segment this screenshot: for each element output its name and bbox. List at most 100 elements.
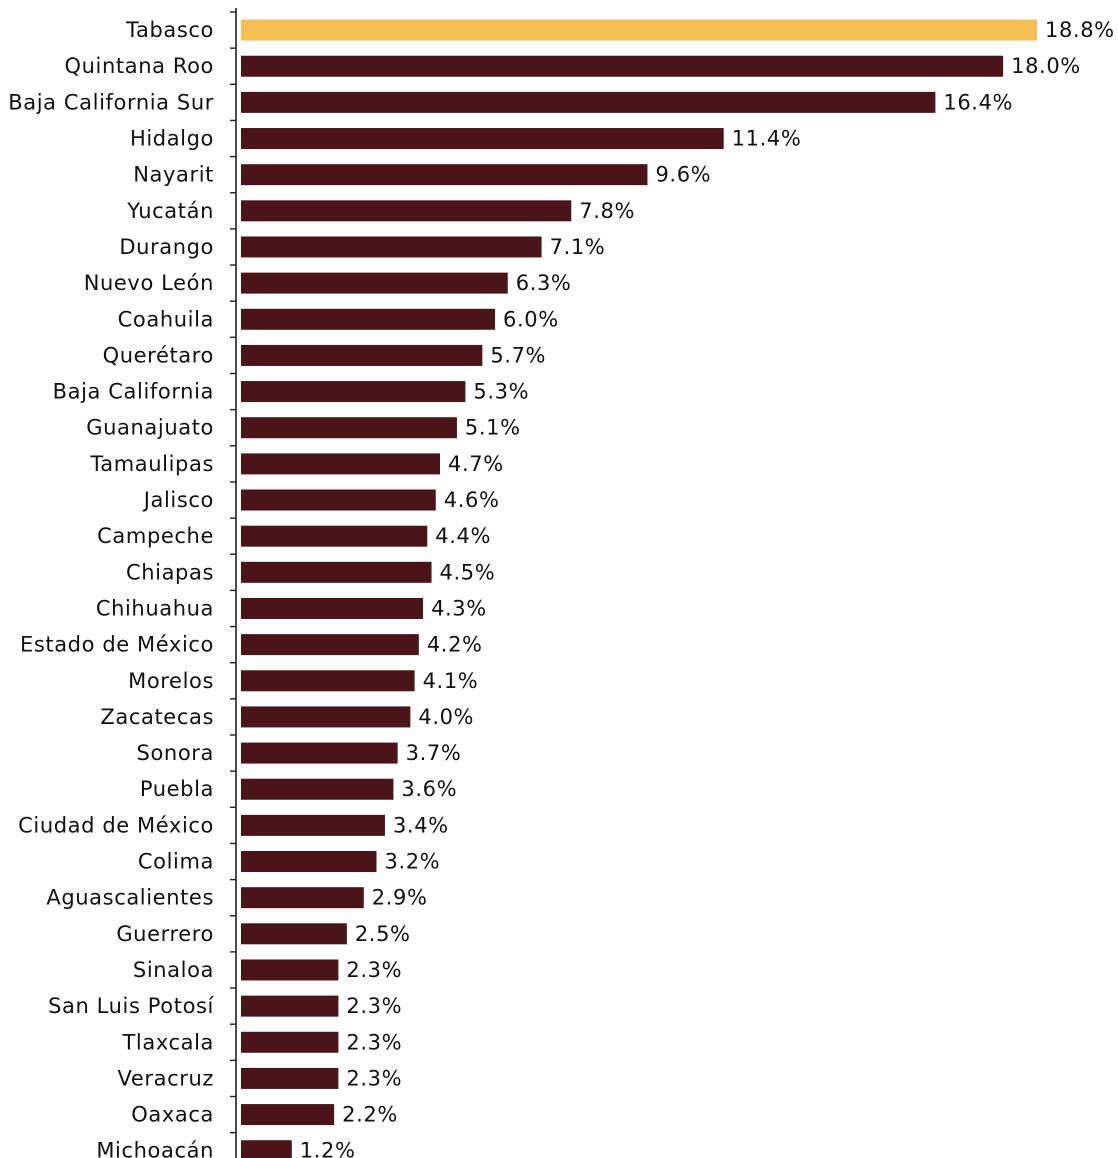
category-label: Puebla [140,777,214,801]
value-label: 4.3% [431,596,487,620]
category-label: Michoacán [96,1139,214,1158]
category-labels: Tabasco Quintana Roo Baja California Sur Hi… [8,18,214,1158]
bar [241,344,483,366]
category-label: Oaxaca [131,1103,214,1127]
value-label: 4.7% [448,452,504,476]
value-label: 2.9% [372,886,428,910]
bar [241,1140,292,1158]
bar [241,778,394,800]
value-label: 18.8% [1045,18,1115,42]
category-label: Tabasco [125,18,214,42]
category-label: Jalisco [142,488,214,512]
bar [241,236,542,258]
value-label: 7.8% [579,199,635,223]
value-label: 11.4% [732,127,802,151]
bar [241,995,339,1017]
value-label: 3.2% [384,850,440,874]
bar [241,814,385,836]
category-label: Chihuahua [96,596,214,620]
bar [241,55,1004,77]
value-label: 3.6% [401,777,457,801]
value-label: 4.2% [427,633,483,657]
category-label: Ciudad de México [18,813,214,837]
value-label: 2.3% [346,1030,402,1054]
value-label: 2.2% [342,1103,398,1127]
value-label: 5.1% [465,416,521,440]
category-label: Sinaloa [133,958,214,982]
value-label: 6.0% [503,307,559,331]
value-label: 4.5% [440,560,496,584]
value-label: 16.4% [943,90,1013,114]
bar [241,561,432,583]
bar [241,308,496,330]
category-label: Querétaro [103,343,214,367]
bar [241,417,457,439]
category-label: Yucatán [126,199,214,223]
value-label: 4.0% [418,705,474,729]
value-label: 3.7% [406,741,462,765]
bar [241,1031,339,1053]
bar [241,923,347,945]
category-label: Baja California Sur [8,90,214,114]
bar [241,597,424,619]
value-label: 2.3% [346,1066,402,1090]
bar-series [241,19,1037,1158]
category-label: Nuevo León [84,271,214,295]
bar [241,1067,339,1089]
bar [241,453,440,475]
category-label: Morelos [128,669,214,693]
category-label: Chiapas [126,560,214,584]
category-label: Colima [138,850,214,874]
bar [241,742,398,764]
category-label: Veracruz [118,1066,214,1090]
bar [241,634,419,656]
bar [241,959,339,981]
bar [241,381,466,403]
category-label: Hidalgo [130,127,214,151]
bar [241,19,1037,41]
value-label: 1.2% [300,1139,356,1158]
value-label: 2.3% [346,958,402,982]
category-label: Sonora [137,741,214,765]
bar [241,200,572,222]
value-label: 6.3% [516,271,572,295]
value-label: 4.1% [423,669,479,693]
value-label: 7.1% [550,235,606,259]
value-label: 5.7% [490,343,546,367]
category-label: Zacatecas [100,705,214,729]
value-label: 18.0% [1011,54,1081,78]
bar [241,164,648,186]
category-label: San Luis Potosí [48,994,214,1018]
category-label: Guanajuato [86,416,214,440]
category-label: Tamaulipas [89,452,214,476]
value-label: 2.3% [346,994,402,1018]
category-label: Estado de México [20,633,214,657]
bar [241,128,724,150]
value-labels: 18.8% 18.0% 16.4% 11.4% 9.6% 7.8% 7.1% 6.3% 6.0%… [300,18,1115,1158]
bar [241,887,364,909]
value-label: 5.3% [473,380,529,404]
bar [241,706,411,728]
category-label: Baja California [53,380,214,404]
category-label: Campeche [97,524,214,548]
bar [241,272,508,294]
category-label: Coahuila [118,307,214,331]
bar [241,851,377,873]
category-label: Tlaxcala [121,1030,214,1054]
value-label: 3.4% [393,813,449,837]
category-label: Quintana Roo [65,54,214,78]
category-label: Durango [119,235,214,259]
bar [241,525,428,547]
bar [241,489,436,511]
y-axis-ticks [230,11,236,1134]
value-label: 9.6% [655,163,711,187]
bar [241,1104,335,1126]
value-label: 4.6% [444,488,500,512]
bar [241,670,415,692]
value-label: 4.4% [435,524,491,548]
bar [241,91,936,113]
category-label: Guerrero [116,922,214,946]
value-label: 2.5% [355,922,411,946]
